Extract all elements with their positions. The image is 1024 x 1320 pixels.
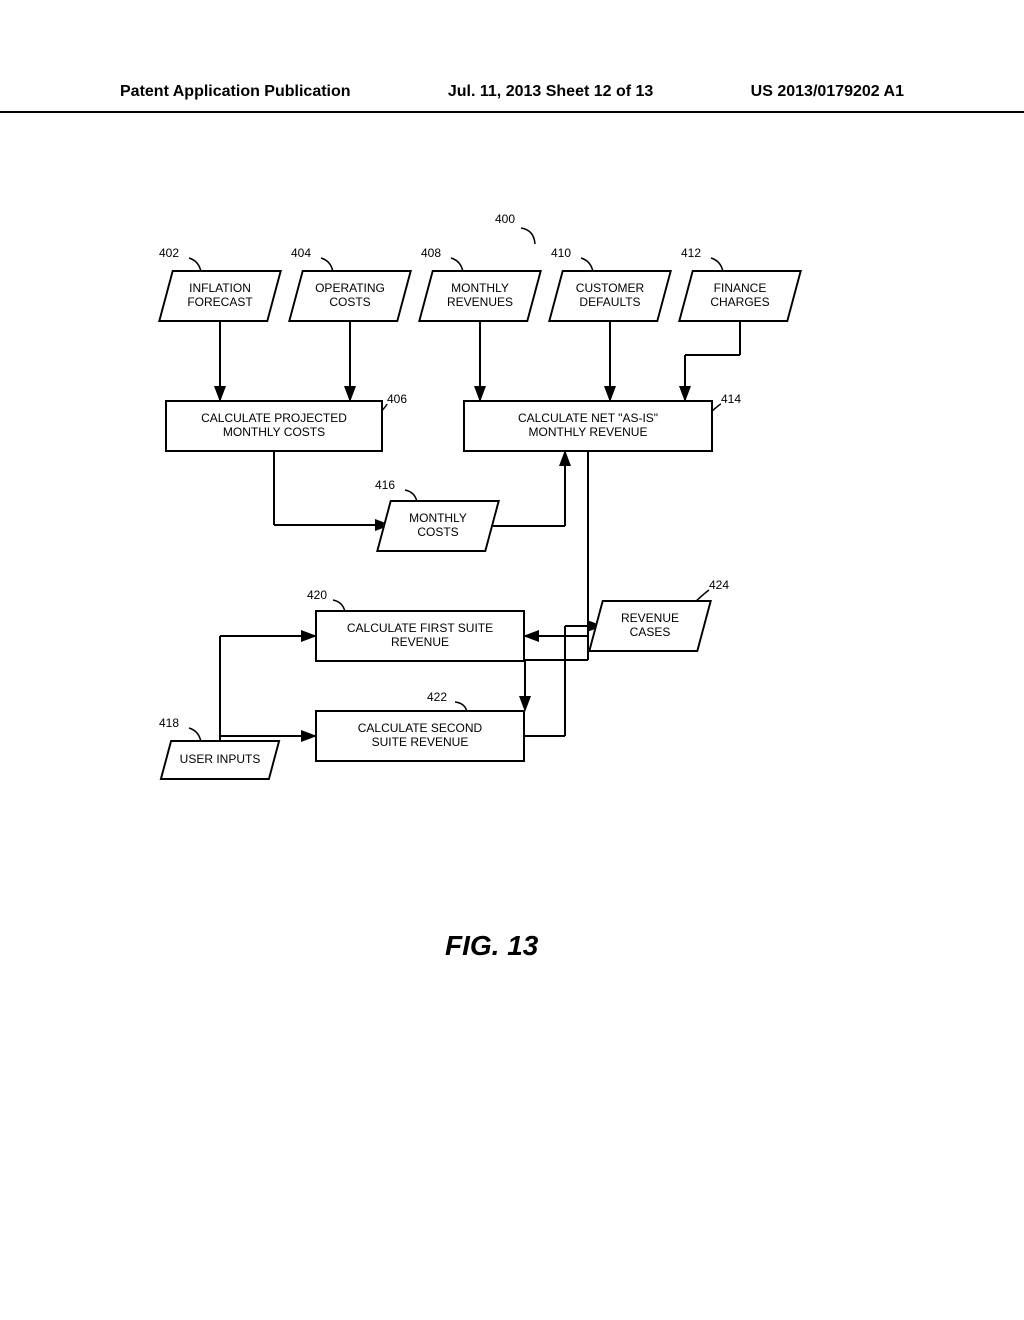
- node-label: MONTHLYCOSTS: [409, 512, 467, 540]
- ref-422: 422: [427, 690, 447, 704]
- ref-406: 406: [387, 392, 407, 406]
- ref-402: 402: [159, 246, 179, 260]
- ref-404: 404: [291, 246, 311, 260]
- node-label: FINANCECHARGES: [710, 282, 769, 310]
- node-label: CUSTOMERDEFAULTS: [576, 282, 644, 310]
- node-n420: CALCULATE FIRST SUITEREVENUE: [315, 610, 525, 662]
- node-label: MONTHLYREVENUES: [447, 282, 513, 310]
- flowchart-canvas: INFLATIONFORECAST402OPERATINGCOSTS404MON…: [165, 200, 865, 1100]
- figure-caption: FIG. 13: [445, 930, 538, 962]
- ref-416: 416: [375, 478, 395, 492]
- header-left: Patent Application Publication: [120, 83, 351, 105]
- node-n402: INFLATIONFORECAST: [158, 270, 282, 322]
- node-n406: CALCULATE PROJECTEDMONTHLY COSTS: [165, 400, 383, 452]
- ref-408: 408: [421, 246, 441, 260]
- node-n410: CUSTOMERDEFAULTS: [548, 270, 672, 322]
- node-n414: CALCULATE NET "AS-IS"MONTHLY REVENUE: [463, 400, 713, 452]
- node-label: INFLATIONFORECAST: [187, 282, 252, 310]
- node-n424: REVENUECASES: [588, 600, 712, 652]
- ref-418: 418: [159, 716, 179, 730]
- node-n416: MONTHLYCOSTS: [376, 500, 500, 552]
- ref-400: 400: [495, 212, 515, 226]
- ref-412: 412: [681, 246, 701, 260]
- node-label: OPERATINGCOSTS: [315, 282, 385, 310]
- ref-414: 414: [721, 392, 741, 406]
- ref-420: 420: [307, 588, 327, 602]
- ref-424: 424: [709, 578, 729, 592]
- node-n404: OPERATINGCOSTS: [288, 270, 412, 322]
- node-n418: USER INPUTS: [160, 740, 281, 780]
- node-label: REVENUECASES: [621, 612, 679, 640]
- header-right: US 2013/0179202 A1: [751, 83, 904, 105]
- page-header: Patent Application Publication Jul. 11, …: [0, 83, 1024, 113]
- node-n422: CALCULATE SECONDSUITE REVENUE: [315, 710, 525, 762]
- ref-410: 410: [551, 246, 571, 260]
- node-label: USER INPUTS: [180, 753, 261, 767]
- node-n408: MONTHLYREVENUES: [418, 270, 542, 322]
- header-mid: Jul. 11, 2013 Sheet 12 of 13: [448, 83, 653, 105]
- node-n412: FINANCECHARGES: [678, 270, 802, 322]
